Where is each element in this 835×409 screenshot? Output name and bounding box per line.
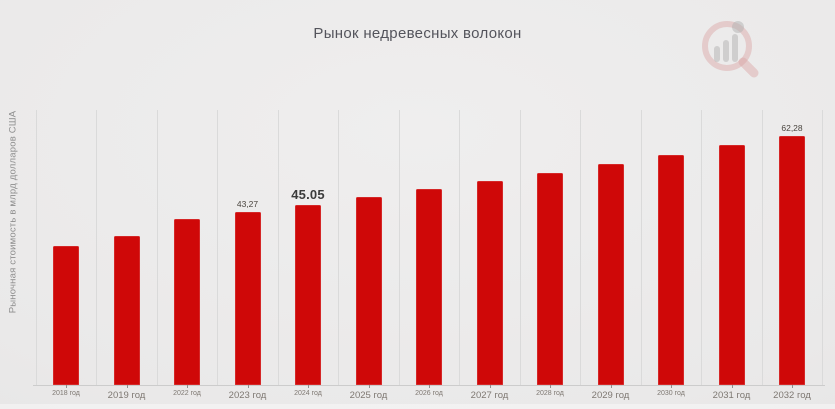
axis-tick bbox=[368, 385, 370, 388]
grid-line bbox=[156, 110, 158, 385]
axis-tick bbox=[671, 385, 672, 388]
axis-tick bbox=[66, 385, 67, 388]
grid-line bbox=[398, 110, 400, 385]
axis-tick bbox=[429, 385, 430, 388]
grid-line bbox=[277, 110, 279, 385]
grid-line bbox=[701, 110, 703, 385]
axis-tick bbox=[731, 385, 733, 388]
y-axis-label: Рыночная стоимость в млрд долларов США bbox=[7, 110, 19, 314]
x-tick-label: 2030 год bbox=[657, 390, 685, 397]
axis-tick bbox=[610, 385, 612, 388]
value-label: 43,27 bbox=[236, 198, 259, 209]
grid-line bbox=[35, 110, 37, 385]
bar bbox=[53, 246, 79, 385]
axis-tick bbox=[489, 385, 491, 388]
x-tick-label: 2029 год bbox=[591, 390, 630, 401]
value-label: 45.05 bbox=[291, 186, 325, 202]
x-tick-label: 2027 год bbox=[470, 390, 509, 401]
grid-line bbox=[822, 110, 824, 385]
bar bbox=[234, 211, 261, 385]
bar bbox=[537, 172, 563, 385]
grid-line bbox=[338, 110, 340, 385]
x-tick-label: 2023 год bbox=[228, 390, 267, 401]
bar bbox=[597, 164, 624, 385]
bar bbox=[658, 155, 684, 385]
grid-line bbox=[96, 110, 98, 385]
x-tick-label: 2018 год bbox=[52, 390, 80, 397]
bar bbox=[718, 145, 745, 385]
x-tick-label: 2019 год bbox=[107, 390, 146, 401]
bar bbox=[295, 204, 321, 385]
x-tick-label: 2032 год bbox=[773, 390, 811, 401]
axis-tick bbox=[247, 385, 249, 388]
grid-line bbox=[761, 110, 763, 385]
grid-line bbox=[519, 110, 521, 385]
bottom-sheen bbox=[0, 404, 835, 409]
grid-line bbox=[459, 110, 461, 385]
x-tick-label: 2024 год bbox=[294, 390, 322, 397]
x-tick-label: 2031 год bbox=[712, 390, 751, 401]
value-label: 62,28 bbox=[781, 122, 803, 133]
bar bbox=[174, 218, 200, 385]
chart-title: Рынок недревесных волокон bbox=[313, 25, 522, 42]
x-tick-label: 2025 год bbox=[349, 390, 388, 401]
bar bbox=[355, 197, 382, 385]
axis-tick bbox=[308, 385, 309, 388]
axis-tick bbox=[187, 385, 188, 388]
bar bbox=[416, 189, 442, 385]
grid-line bbox=[217, 110, 219, 385]
bar bbox=[779, 135, 805, 385]
bar bbox=[113, 236, 140, 385]
grid-line bbox=[640, 110, 642, 385]
x-tick-label: 2026 год bbox=[415, 390, 443, 397]
x-tick-label: 2028 год bbox=[536, 390, 564, 397]
grid-line bbox=[580, 110, 582, 385]
axis-tick bbox=[126, 385, 128, 388]
axis-tick bbox=[550, 385, 551, 388]
bar bbox=[476, 181, 503, 385]
x-tick-label: 2022 год bbox=[173, 390, 201, 397]
magnifier-bar-chart-logo bbox=[702, 21, 759, 78]
axis-tick bbox=[792, 385, 793, 388]
